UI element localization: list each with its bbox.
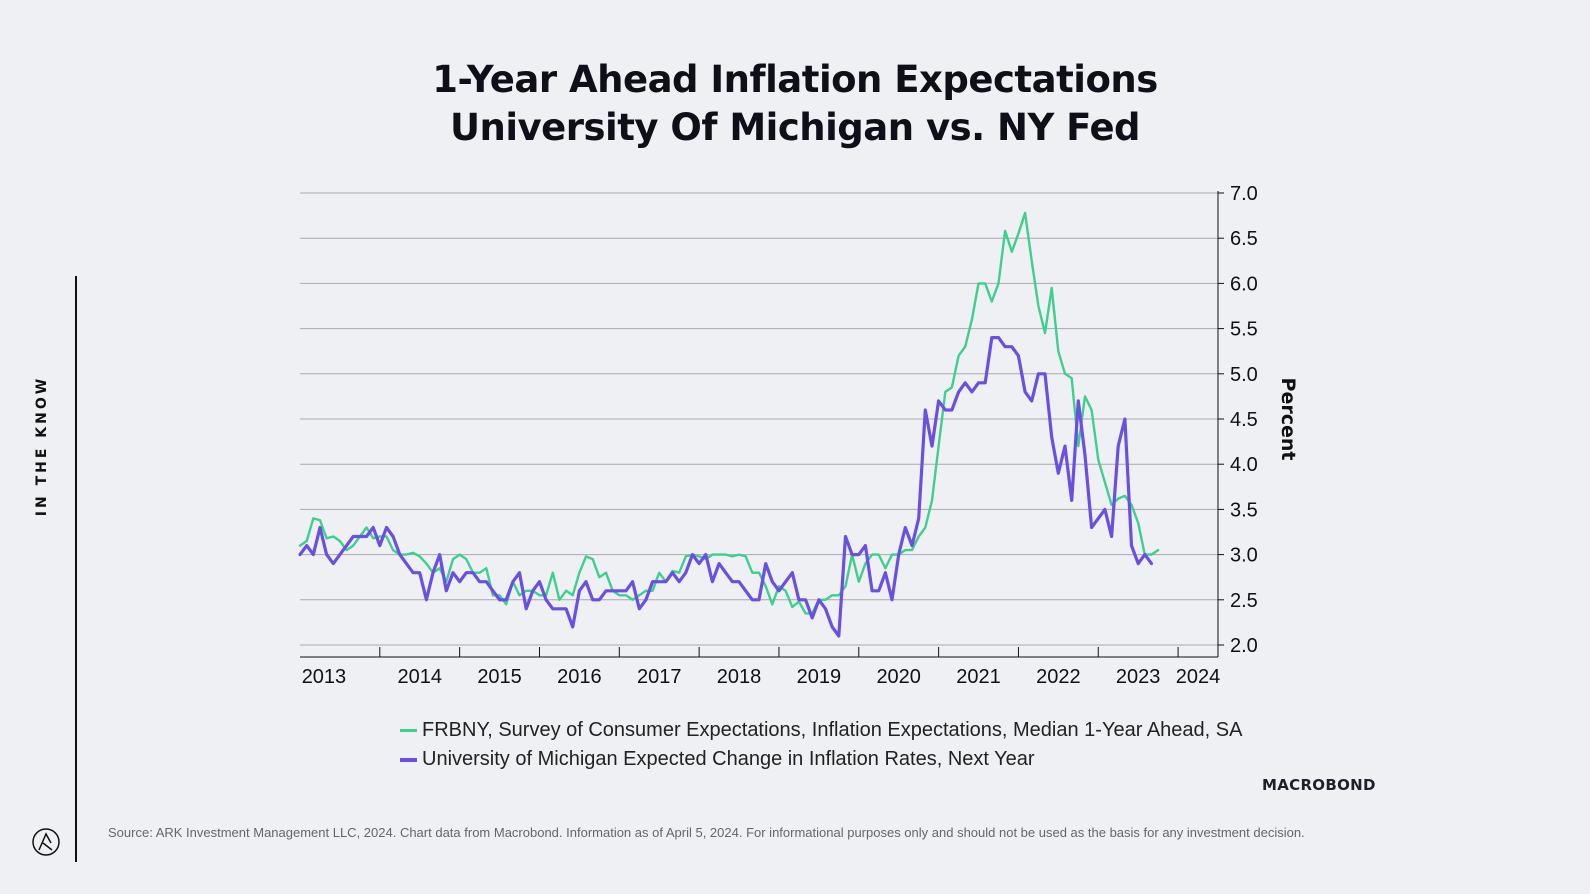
x-tick-label: 2015 — [477, 666, 522, 688]
x-tick-label: 2024 — [1176, 666, 1221, 688]
y-tick-label: 2.0 — [1230, 635, 1258, 657]
y-tick-label: 6.5 — [1230, 228, 1258, 250]
series-line-umich — [298, 336, 1154, 638]
x-tick-label: 2022 — [1036, 666, 1081, 688]
legend-swatch-umich — [400, 757, 417, 762]
y-tick-label: 4.0 — [1230, 454, 1258, 476]
chart-title-line2: University Of Michigan vs. NY Fed — [449, 106, 1141, 149]
x-tick-label: 2018 — [717, 666, 762, 688]
y-tick-label: 5.5 — [1230, 319, 1258, 341]
legend-label-frbny: FRBNY, Survey of Consumer Expectations, … — [422, 719, 1243, 741]
source-footnote: Source: ARK Investment Management LLC, 2… — [108, 825, 1305, 840]
y-tick-label: 2.5 — [1230, 590, 1258, 612]
x-tick-label: 2020 — [876, 666, 921, 688]
line-chart: 2013 2014 2015 2016 2017 2018 2019 2020 2021 2022… — [298, 183, 1299, 688]
x-tick-label: 2013 — [302, 666, 347, 688]
y-tick-label: 7.0 — [1230, 183, 1258, 205]
legend: FRBNY, Survey of Consumer Expectations, … — [400, 716, 1242, 774]
x-tick-label: 2016 — [557, 666, 602, 688]
y-tick-label: 4.5 — [1230, 409, 1258, 431]
x-tick-label: 2021 — [956, 666, 1001, 688]
y-tick-label: 5.0 — [1230, 364, 1258, 386]
x-tick-label: 2014 — [397, 666, 442, 688]
x-tick-label: 2017 — [637, 666, 682, 688]
y-tick-label: 3.5 — [1230, 499, 1258, 521]
chart-title-line1: 1-Year Ahead Inflation Expectations — [432, 58, 1158, 101]
y-tick-label: 3.0 — [1230, 545, 1258, 567]
ark-logo-icon — [32, 828, 60, 856]
y-tick-label: 6.0 — [1230, 273, 1258, 295]
legend-item-umich: University of Michigan Expected Change i… — [400, 745, 1242, 774]
legend-swatch-frbny — [400, 729, 417, 732]
series-line-frbny — [298, 211, 1160, 615]
y-axis-label: Percent — [1277, 378, 1299, 461]
macrobond-logo: MACROBOND — [1262, 776, 1376, 794]
legend-label-umich: University of Michigan Expected Change i… — [422, 748, 1035, 770]
legend-item-frbny: FRBNY, Survey of Consumer Expectations, … — [400, 716, 1242, 745]
side-divider — [75, 276, 77, 862]
x-tick-label: 2023 — [1116, 666, 1161, 688]
x-tick-label: 2019 — [797, 666, 842, 688]
